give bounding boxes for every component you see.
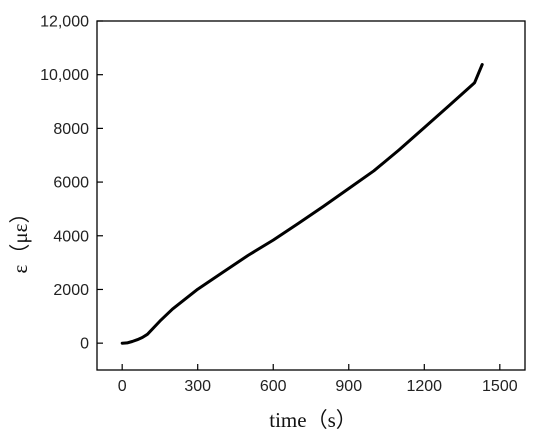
x-tick-label: 0: [118, 378, 127, 395]
x-axis-label: time（s）: [269, 408, 357, 432]
x-tick-label: 1200: [406, 378, 442, 395]
y-tick-label: 6000: [53, 175, 89, 192]
y-tick-label: 12,000: [40, 14, 89, 31]
plot-area: [96, 20, 526, 371]
strain-series-line: [120, 63, 484, 345]
x-tick-label: 600: [260, 378, 287, 395]
x-tick-label: 1500: [482, 378, 518, 395]
y-tick-label: 2000: [53, 282, 89, 299]
x-tick-label: 300: [184, 378, 211, 395]
x-axis: 0 300 600 900 1200 1500: [118, 364, 518, 395]
y-axis: 0 2000 4000 6000 8000 10,000 12,000: [40, 14, 103, 353]
y-tick-label: 10,000: [40, 67, 89, 84]
y-tick-label: 0: [80, 336, 89, 353]
x-tick-label: 900: [335, 378, 362, 395]
y-tick-label: 8000: [53, 121, 89, 138]
y-tick-label: 4000: [53, 228, 89, 245]
y-axis-label: ε（με）: [8, 203, 32, 274]
plot-frame: [96, 20, 526, 371]
